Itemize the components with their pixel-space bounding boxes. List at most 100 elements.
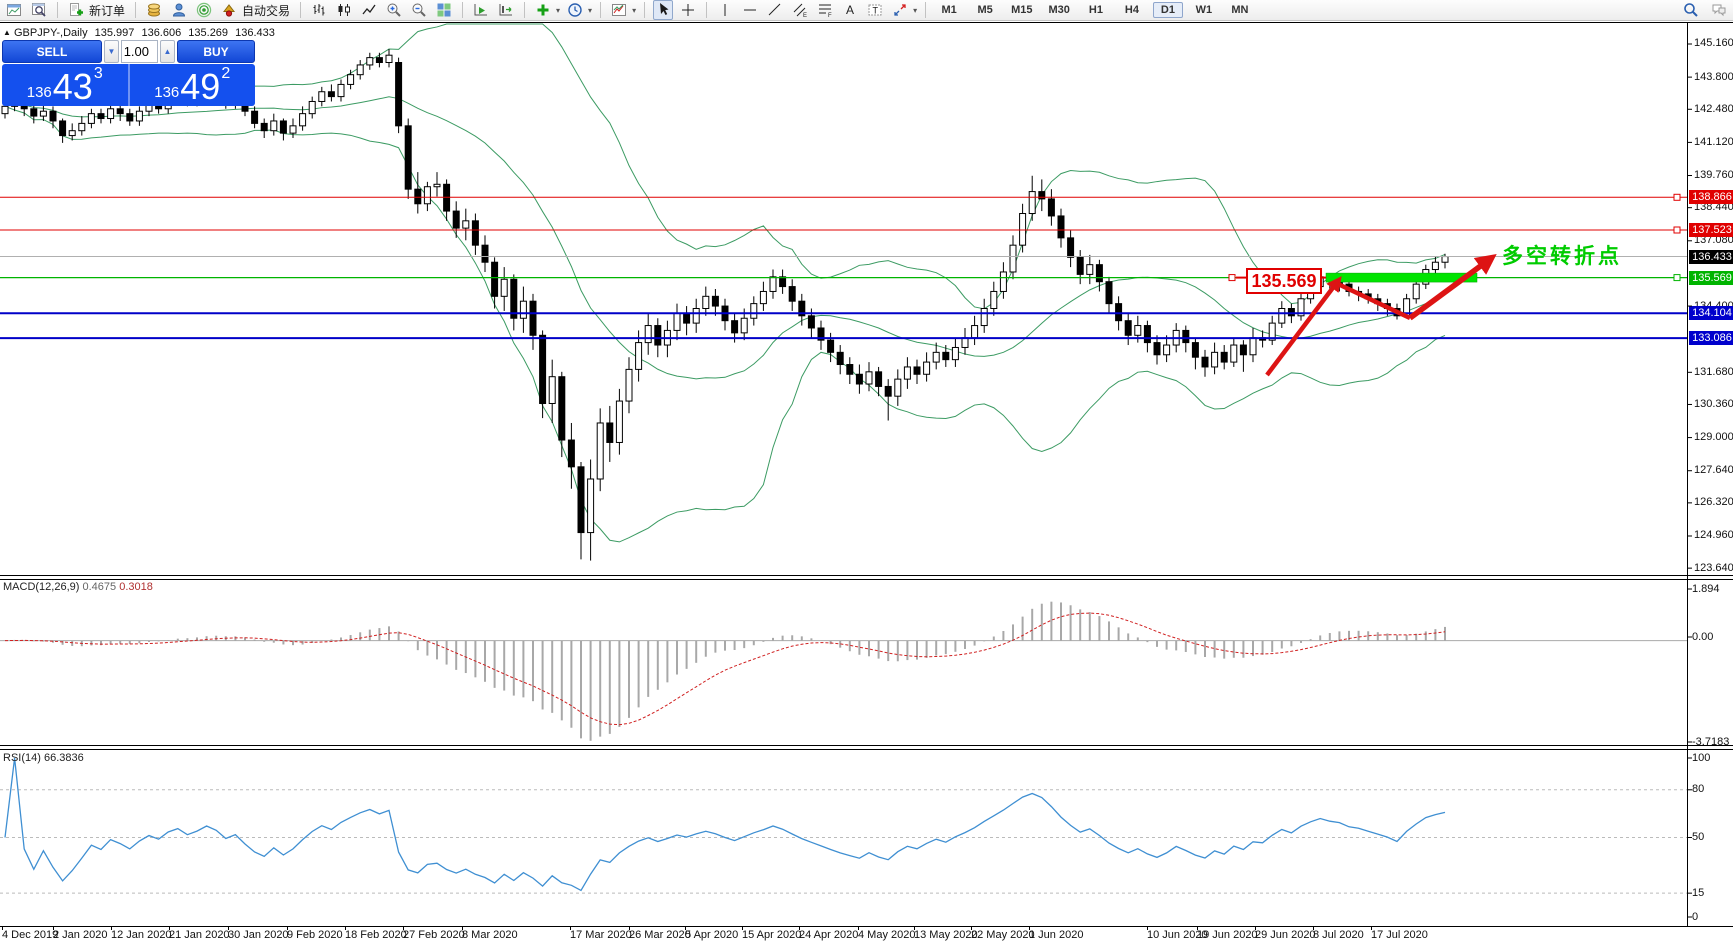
rsi-axis-15: 15: [1692, 886, 1705, 899]
horizontal-line-icon[interactable]: [740, 0, 760, 20]
toolbar-separator: [300, 2, 302, 18]
date-tick: 4 Dec 2019: [2, 929, 59, 941]
text-label-icon[interactable]: T: [865, 0, 885, 20]
new-chart-icon[interactable]: [4, 0, 24, 20]
date-tick: 9 Feb 2020: [287, 929, 343, 941]
fibonacci-icon[interactable]: F: [815, 0, 835, 20]
zoom-in-icon[interactable]: [384, 0, 404, 20]
tile-windows-icon[interactable]: [434, 0, 454, 20]
sell-price-big: 43: [52, 66, 93, 107]
rsi-axis-0: 0: [1692, 910, 1699, 923]
trendline-icon[interactable]: [765, 0, 785, 20]
timeframe-button-W1[interactable]: W1: [1195, 4, 1213, 16]
timeframe-button-H1[interactable]: H1: [1088, 4, 1103, 16]
date-tick: 12 Jan 2020: [111, 929, 172, 941]
rsi-axis-100: 100: [1692, 751, 1711, 764]
price-tick-142.480: 142.480: [1694, 102, 1733, 115]
main-toolbar: 新订单 自动交易 ▾ ▾ ▾ E F A T ▾ M1 M5 M15 M30 H1 H4 D…: [0, 0, 1733, 21]
toolbar-separator: [524, 2, 526, 18]
svg-text:A: A: [846, 3, 854, 17]
chart-title: GBPJPY-,Daily 135.997 136.606 135.269 13…: [14, 27, 279, 39]
sell-price-button[interactable]: 136 43 3: [2, 64, 130, 106]
timeframe-button-M30[interactable]: M30: [1048, 4, 1070, 16]
chart-high: 136.606: [141, 27, 182, 39]
channel-icon[interactable]: E: [790, 0, 810, 20]
line-chart-icon[interactable]: [359, 0, 379, 20]
new-order-icon[interactable]: [66, 0, 86, 20]
macd-indicator: [0, 601, 1687, 741]
timeframe-button-M5[interactable]: M5: [977, 4, 993, 16]
price-tick-127.640: 127.640: [1694, 464, 1733, 477]
template-dropdown-caret[interactable]: ▾: [632, 5, 637, 15]
chart-frame: [0, 22, 1733, 930]
volume-input[interactable]: 1.00: [121, 40, 158, 63]
price-tick-139.760: 139.760: [1694, 169, 1733, 182]
indicators-dropdown-caret[interactable]: ▾: [556, 5, 561, 15]
toolbar-separator: [706, 2, 708, 18]
timeframe-button-D1[interactable]: D1: [1152, 2, 1183, 18]
zoom-out-icon[interactable]: [409, 0, 429, 20]
macd-value-main: 0.4675: [82, 581, 117, 593]
timeframe-button-MN[interactable]: MN: [1231, 4, 1249, 16]
date-tick: 13 May 2020: [914, 929, 978, 941]
bars-chart-icon[interactable]: [309, 0, 329, 20]
candles: [1, 49, 1449, 561]
date-tick: 18 Feb 2020: [345, 929, 407, 941]
indicators-icon[interactable]: [533, 0, 553, 20]
svg-text:F: F: [828, 13, 832, 18]
new-order-label[interactable]: 新订单: [89, 3, 126, 18]
macd-axis-1.894: 1.894: [1692, 582, 1720, 595]
volume-increase-button[interactable]: ▲: [160, 40, 175, 63]
text-icon[interactable]: A: [840, 0, 860, 20]
rsi-indicator: [0, 757, 1687, 894]
arrows-dropdown-caret[interactable]: ▾: [913, 5, 918, 15]
candles-chart-icon[interactable]: [334, 0, 354, 20]
arrows-icon[interactable]: [890, 0, 910, 20]
price-tick-145.160: 145.160: [1694, 37, 1733, 50]
chat-icon[interactable]: [1709, 0, 1729, 20]
auto-scroll-icon[interactable]: [471, 0, 491, 20]
date-tick: 15 Apr 2020: [742, 929, 802, 941]
crosshair-icon[interactable]: [678, 0, 698, 20]
date-tick: 4 May 2020: [858, 929, 916, 941]
volume-decrease-button[interactable]: ▼: [104, 40, 119, 63]
buy-price-button[interactable]: 136 49 2: [130, 64, 256, 106]
algo-trading-icon[interactable]: [219, 0, 239, 20]
data-window-icon[interactable]: [29, 0, 49, 20]
price-tick-129.000: 129.000: [1694, 431, 1733, 444]
autotrade-label[interactable]: 自动交易: [242, 3, 291, 18]
search-icon[interactable]: [1681, 0, 1701, 20]
periods-dropdown-caret[interactable]: ▾: [588, 5, 593, 15]
strategy-tester-icon[interactable]: [169, 0, 189, 20]
signals-icon[interactable]: [194, 0, 214, 20]
buy-button[interactable]: BUY: [177, 40, 255, 63]
periods-icon[interactable]: [565, 0, 585, 20]
toolbar-separator: [135, 2, 137, 18]
date-tick: 26 Mar 2020: [629, 929, 691, 941]
toolbar-separator: [925, 2, 927, 18]
price-tag-135569[interactable]: 135.569: [1246, 268, 1322, 294]
user-annotations[interactable]: [1228, 254, 1497, 377]
timeframe-group: M1 M5 M15 M30 H1 H4 D1 W1 MN: [934, 2, 1255, 18]
green-highlight-bar: [1325, 272, 1478, 283]
market-depth-icon[interactable]: [144, 0, 164, 20]
panel-collapse-icon[interactable]: ▲: [3, 28, 11, 37]
template-icon[interactable]: [609, 0, 629, 20]
macd-value-signal: 0.3018: [119, 581, 153, 593]
cursor-icon[interactable]: [653, 0, 674, 20]
price-level-badge-134.104: 134.104: [1689, 306, 1733, 321]
timeframe-button-M1[interactable]: M1: [941, 4, 957, 16]
cjk-annotation-text[interactable]: 多空转折点: [1502, 243, 1622, 268]
vertical-line-icon[interactable]: [715, 0, 735, 20]
price-tick-143.800: 143.800: [1694, 70, 1733, 83]
date-tick: 1 Jun 2020: [1029, 929, 1084, 941]
rsi-label: RSI(14) 66.3836: [3, 752, 84, 764]
timeframe-button-M15[interactable]: M15: [1011, 4, 1033, 16]
sell-button[interactable]: SELL: [2, 40, 102, 63]
chart-shift-icon[interactable]: [496, 0, 516, 20]
timeframe-button-H4[interactable]: H4: [1124, 4, 1139, 16]
rsi-axis-50: 50: [1692, 831, 1705, 843]
sell-price-prefix: 136: [26, 84, 52, 101]
date-tick: 24 Apr 2020: [799, 929, 859, 941]
